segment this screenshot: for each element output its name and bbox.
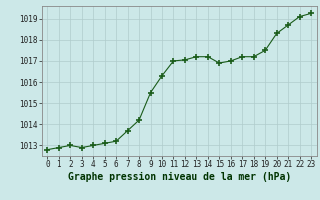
X-axis label: Graphe pression niveau de la mer (hPa): Graphe pression niveau de la mer (hPa) — [68, 172, 291, 182]
